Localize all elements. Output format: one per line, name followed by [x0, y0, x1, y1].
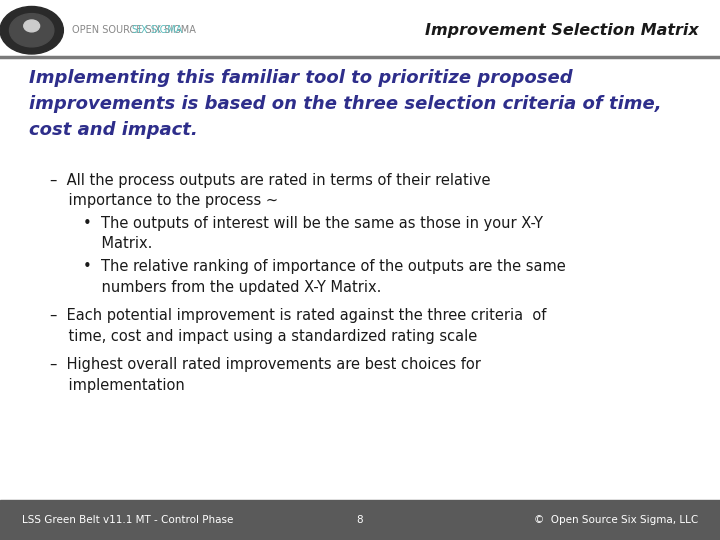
Text: SIX SIGMA: SIX SIGMA: [132, 25, 182, 35]
Text: Improvement Selection Matrix: Improvement Selection Matrix: [425, 23, 698, 38]
Text: LSS Green Belt v11.1 MT - Control Phase: LSS Green Belt v11.1 MT - Control Phase: [22, 515, 233, 525]
Text: –  All the process outputs are rated in terms of their relative: – All the process outputs are rated in t…: [50, 173, 491, 188]
Text: importance to the process ~: importance to the process ~: [50, 193, 279, 208]
Text: Matrix.: Matrix.: [83, 237, 152, 252]
Text: numbers from the updated X-Y Matrix.: numbers from the updated X-Y Matrix.: [83, 280, 381, 294]
Text: •  The outputs of interest will be the same as those in your X-Y: • The outputs of interest will be the sa…: [83, 216, 543, 231]
Text: improvements is based on the three selection criteria of time,: improvements is based on the three selec…: [29, 95, 662, 113]
Text: –  Highest overall rated improvements are best choices for: – Highest overall rated improvements are…: [50, 357, 481, 373]
Text: Implementing this familiar tool to prioritize proposed: Implementing this familiar tool to prior…: [29, 69, 572, 87]
Text: cost and impact.: cost and impact.: [29, 121, 197, 139]
Text: –  Each potential improvement is rated against the three criteria  of: – Each potential improvement is rated ag…: [50, 308, 546, 323]
Text: implementation: implementation: [50, 378, 185, 393]
Text: 8: 8: [356, 515, 364, 525]
Text: time, cost and impact using a standardized rating scale: time, cost and impact using a standardiz…: [50, 329, 477, 344]
Text: OPEN SOURCE SIX SIGMA: OPEN SOURCE SIX SIGMA: [72, 25, 196, 35]
Text: ©  Open Source Six Sigma, LLC: © Open Source Six Sigma, LLC: [534, 515, 698, 525]
Text: •  The relative ranking of importance of the outputs are the same: • The relative ranking of importance of …: [83, 259, 565, 274]
